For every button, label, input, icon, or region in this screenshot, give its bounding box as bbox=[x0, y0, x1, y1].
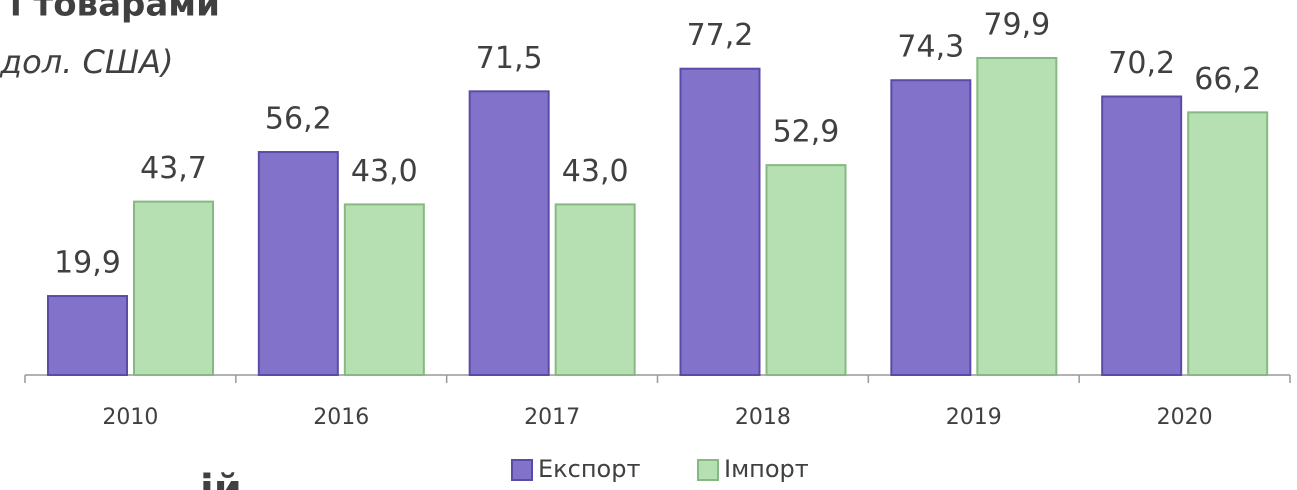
bar bbox=[257, 151, 339, 376]
data-label: 43,7 bbox=[140, 151, 207, 186]
bar bbox=[890, 79, 972, 376]
data-label: 71,5 bbox=[476, 41, 543, 76]
data-label: 79,9 bbox=[983, 8, 1050, 43]
data-label: 70,2 bbox=[1108, 46, 1175, 81]
data-label: 74,3 bbox=[897, 30, 964, 65]
data-label: 43,0 bbox=[351, 154, 418, 189]
footer-text: ій bbox=[200, 467, 242, 490]
chart-subtitle: дол. США) bbox=[0, 43, 173, 81]
data-label: 43,0 bbox=[562, 154, 629, 189]
data-label: 56,2 bbox=[265, 102, 332, 137]
data-label: 52,9 bbox=[773, 115, 840, 150]
x-tick-label: 2016 bbox=[313, 405, 369, 430]
bar bbox=[343, 203, 425, 376]
bar bbox=[47, 295, 128, 376]
x-tick-label: 2010 bbox=[102, 405, 158, 430]
legend-swatch bbox=[511, 459, 533, 481]
bar bbox=[765, 164, 847, 376]
x-tick-label: 2018 bbox=[735, 405, 791, 430]
legend-swatch bbox=[697, 459, 719, 481]
bar bbox=[679, 67, 761, 377]
bar bbox=[133, 200, 214, 376]
x-tick-label: 2019 bbox=[946, 405, 1002, 430]
bar bbox=[1101, 95, 1183, 377]
data-label: 77,2 bbox=[687, 18, 754, 53]
x-tick-label: 2020 bbox=[1157, 405, 1213, 430]
bar bbox=[976, 57, 1058, 376]
bar bbox=[554, 203, 636, 376]
bar bbox=[1187, 111, 1269, 377]
legend-label: Експорт bbox=[538, 455, 640, 483]
x-tick-label: 2017 bbox=[524, 405, 580, 430]
legend-label: Імпорт bbox=[724, 455, 809, 483]
chart-title: і товарами bbox=[10, 0, 220, 25]
data-label: 66,2 bbox=[1194, 62, 1261, 97]
bar bbox=[468, 90, 550, 376]
data-label: 19,9 bbox=[54, 246, 121, 281]
